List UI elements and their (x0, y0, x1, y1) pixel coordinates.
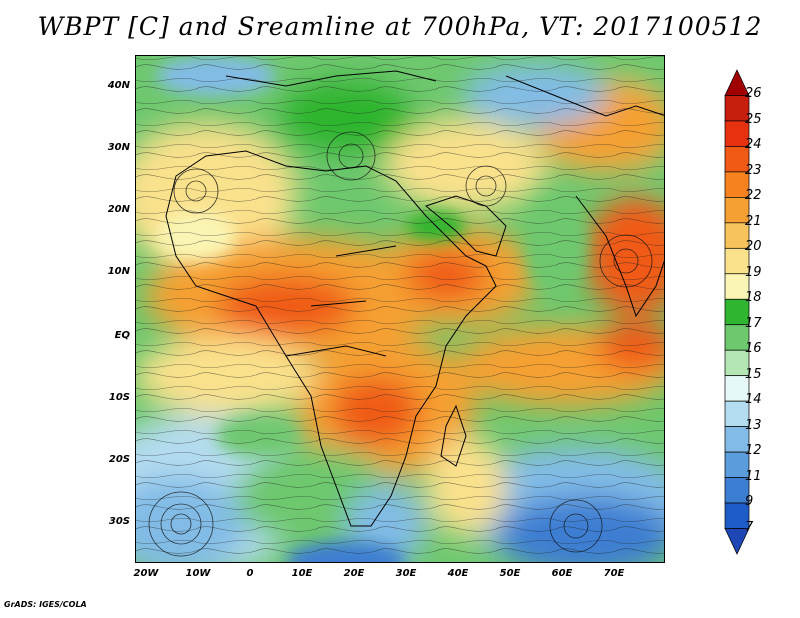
colorbar-segment (724, 375, 750, 402)
lat-label-30n: 30N (107, 142, 130, 153)
colorbar-label: 9 (745, 494, 754, 510)
lon-label-40e: 40E (447, 568, 469, 579)
colorbar-segment (724, 477, 750, 504)
colorbar-label: 20 (745, 239, 762, 255)
chart-title: WBPT [C] and Sreamline at 700hPa, VT: 20… (37, 12, 763, 41)
map-panel[interactable] (135, 55, 665, 563)
streamlines-overlay (136, 56, 664, 562)
colorbar-label: 16 (745, 341, 762, 357)
coastlines (165, 70, 664, 527)
grads-credit: GrADS: IGES/COLA (4, 600, 87, 609)
lon-label-10w: 10W (185, 568, 211, 579)
colorbar-label: 17 (745, 315, 762, 331)
lat-label-eq: EQ (114, 330, 130, 341)
colorbar-label: 25 (745, 111, 762, 127)
lat-label-10s: 10S (108, 392, 130, 403)
colorbar-label: 7 (745, 519, 754, 535)
colorbar-label: 19 (745, 264, 762, 280)
colorbar-label: 14 (745, 392, 762, 408)
lat-label-10n: 10N (107, 266, 130, 277)
lon-label-50e: 50E (499, 568, 521, 579)
colorbar-segment (724, 222, 750, 249)
colorbar-segment (724, 273, 750, 300)
colorbar-label: 21 (745, 213, 762, 229)
colorbar-segment (724, 146, 750, 173)
lat-label-20n: 20N (107, 204, 130, 215)
lon-label-20w: 20W (133, 568, 159, 579)
wbpt-field-map (136, 56, 664, 562)
lon-label-10e: 10E (291, 568, 313, 579)
lat-label-40n: 40N (107, 80, 130, 91)
colorbar-segment (724, 120, 750, 147)
colorbar-segment (724, 298, 750, 326)
colorbar-label: 12 (745, 443, 762, 459)
colorbar-segment (724, 426, 750, 453)
colorbar-label: 26 (745, 86, 762, 102)
colorbar-segment (724, 95, 750, 122)
lon-label-60e: 60E (551, 568, 573, 579)
lat-label-30s: 30S (108, 516, 130, 527)
lon-label-30e: 30E (395, 568, 417, 579)
colorbar-label: 24 (745, 137, 762, 153)
colorbar-segment (724, 528, 750, 555)
colorbar-segment (724, 247, 750, 275)
lon-label-70e: 70E (603, 568, 625, 579)
colorbar-segment (724, 324, 750, 351)
colorbar-segment (724, 197, 750, 224)
colorbar-label: 18 (745, 290, 762, 306)
lon-label-0: 0 (246, 568, 254, 579)
colorbar-label: 22 (745, 188, 762, 204)
colorbar (724, 69, 750, 555)
colorbar-label: 11 (745, 468, 762, 484)
lat-label-20s: 20S (108, 454, 130, 465)
lon-label-20e: 20E (343, 568, 365, 579)
colorbar-label: 13 (745, 417, 762, 433)
streamline-vortices (148, 131, 653, 557)
colorbar-label: 23 (745, 162, 762, 178)
colorbar-label: 15 (745, 366, 762, 382)
